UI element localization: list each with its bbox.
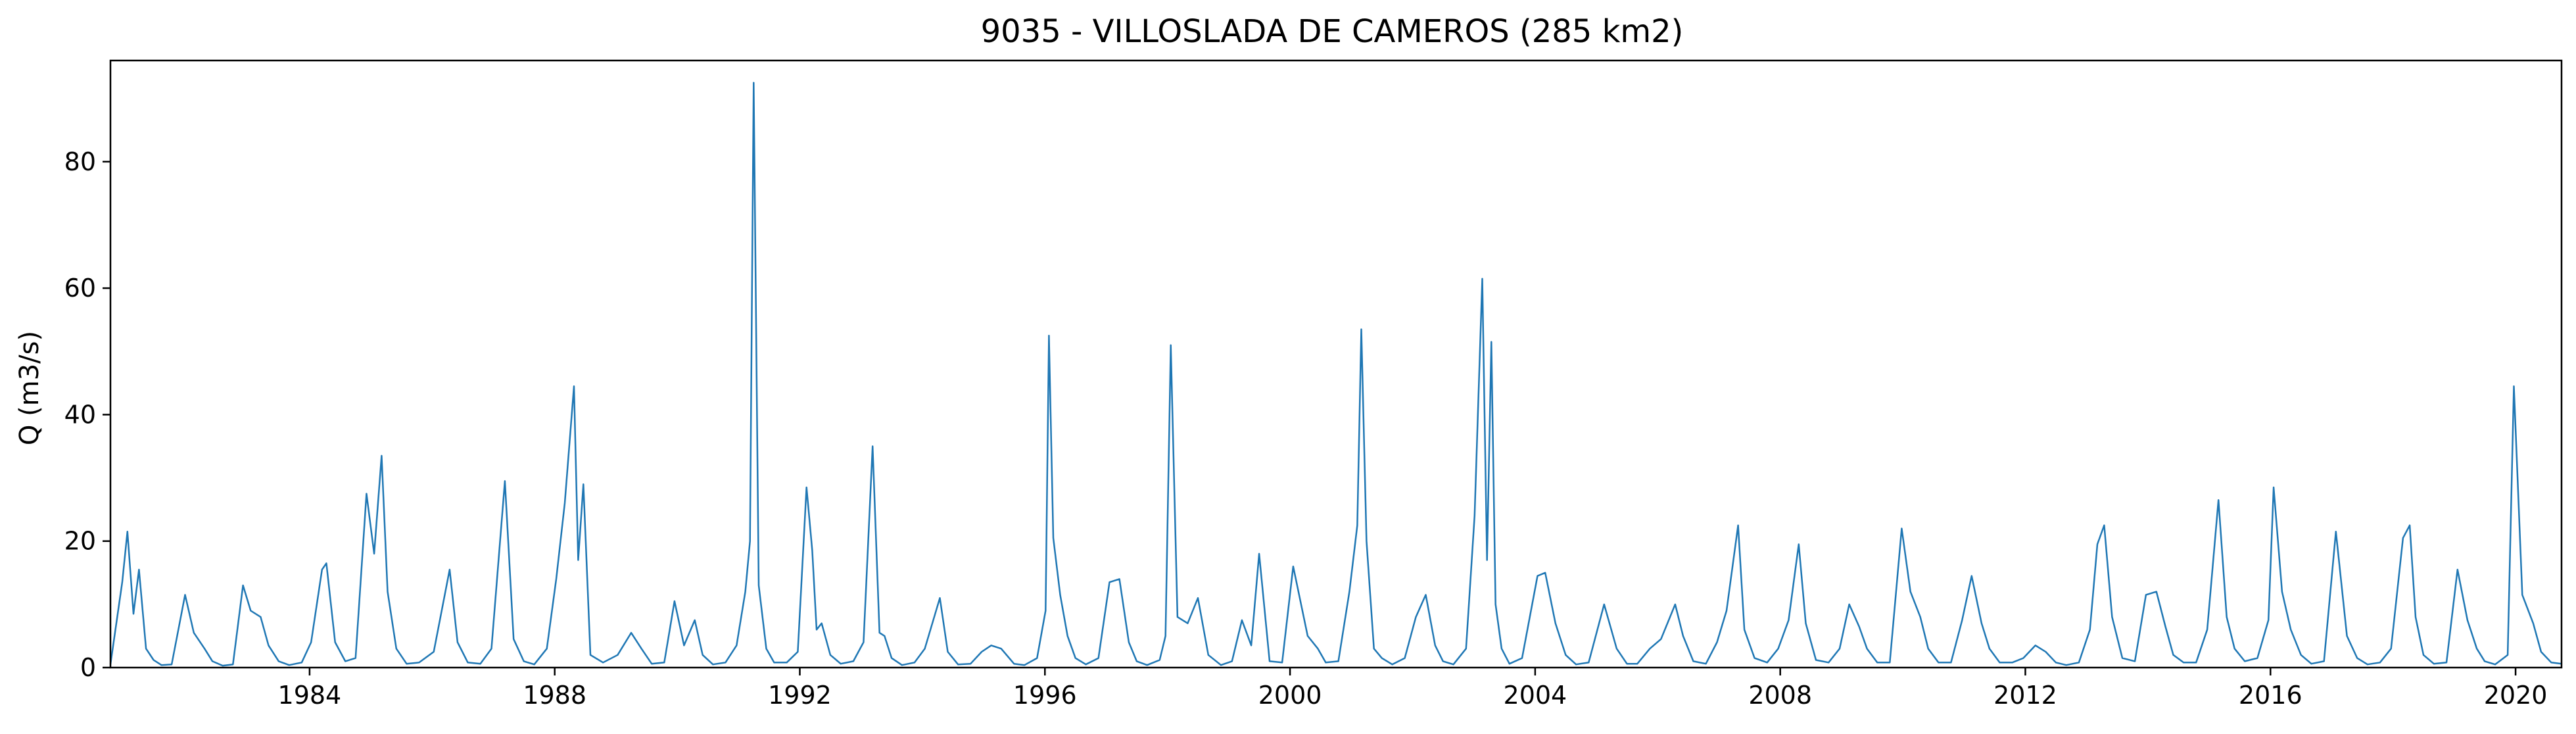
x-tick-label: 1984 xyxy=(278,681,342,710)
x-axis: 1984 1988 1992 1996 2000 2004 2008 2012 2016 2020 xyxy=(278,668,2548,710)
y-tick-label: 20 xyxy=(64,527,96,556)
series-line xyxy=(109,82,2562,667)
x-tick-label: 1988 xyxy=(523,681,586,710)
x-tick-label: 1996 xyxy=(1013,681,1077,710)
y-tick-label: 80 xyxy=(64,147,96,176)
plot-area xyxy=(110,61,2562,668)
y-tick-label: 60 xyxy=(64,274,96,303)
x-tick-label: 2008 xyxy=(1748,681,1812,710)
x-tick-label: 1992 xyxy=(768,681,832,710)
plot-frame xyxy=(109,59,2563,669)
x-tick-label: 2012 xyxy=(1993,681,2057,710)
x-tick-label: 2004 xyxy=(1504,681,1567,710)
chart-title: 9035 - VILLOSLADA DE CAMEROS (285 km2) xyxy=(981,13,1684,50)
x-tick-label: 2020 xyxy=(2484,681,2548,710)
y-axis-label: Q (m3/s) xyxy=(14,331,45,445)
series-layer xyxy=(109,82,2562,667)
x-tick-label: 2016 xyxy=(2239,681,2302,710)
x-tick-label: 2000 xyxy=(1258,681,1322,710)
y-axis: 0 20 40 60 80 xyxy=(64,147,110,682)
y-tick-label: 0 xyxy=(80,653,96,682)
y-tick-label: 40 xyxy=(64,400,96,429)
